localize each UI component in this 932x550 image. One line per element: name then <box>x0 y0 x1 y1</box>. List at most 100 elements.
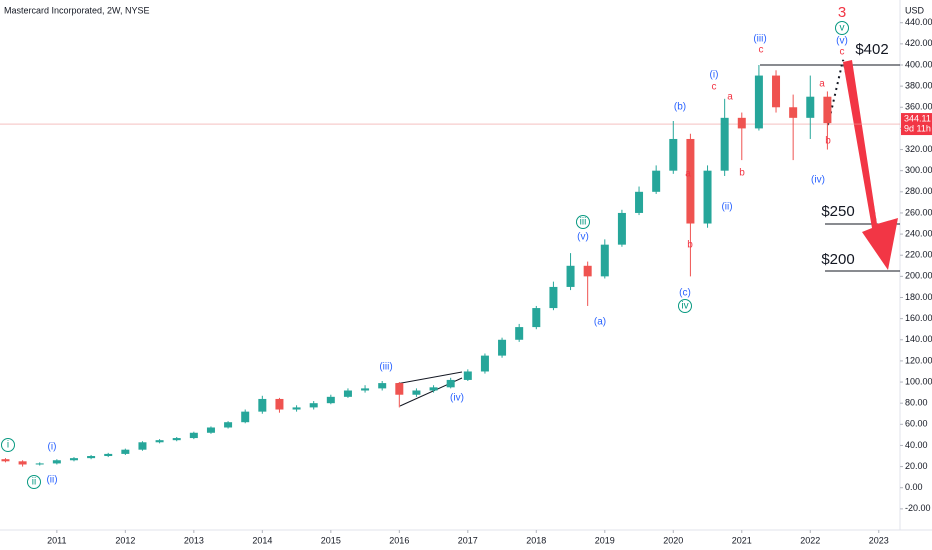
candle-body <box>480 355 489 372</box>
candle-body <box>754 75 763 129</box>
y-tick-label: 240.00 <box>905 228 932 238</box>
candle-body <box>172 438 181 441</box>
candle-body <box>703 170 712 224</box>
candle-body <box>224 422 233 428</box>
candle-body <box>412 390 421 395</box>
candle-body <box>463 371 472 380</box>
candle-body <box>772 75 781 108</box>
candle-body <box>155 440 164 443</box>
candle-body <box>292 407 301 410</box>
y-tick-label: 440.00 <box>905 17 932 27</box>
y-tick-label: 0.00 <box>905 482 923 492</box>
wave-label: c <box>840 47 845 58</box>
wave-label: $200 <box>821 251 854 268</box>
candle-body <box>669 138 678 171</box>
wave-label: b <box>825 136 831 147</box>
candle-body <box>737 117 746 129</box>
wave-label: ii <box>32 477 36 488</box>
candle-body <box>35 463 44 465</box>
candle-body <box>52 460 61 464</box>
y-tick-label: 300.00 <box>905 165 932 175</box>
candle-body <box>395 383 404 395</box>
y-tick-label: 180.00 <box>905 292 932 302</box>
y-tick-label: 200.00 <box>905 271 932 281</box>
candle-body <box>446 379 455 388</box>
candle-body <box>600 244 609 277</box>
y-tick-label: 60.00 <box>905 419 928 429</box>
wave-label: b <box>739 168 745 179</box>
wave-label: a <box>727 92 733 103</box>
candle-body <box>635 191 644 213</box>
wave-label: a <box>819 79 825 90</box>
y-tick-label: 160.00 <box>905 313 932 323</box>
candle-body <box>361 388 370 391</box>
y-tick-label: 420.00 <box>905 38 932 48</box>
wave-label: c <box>759 45 764 56</box>
wave-label: iii <box>580 217 587 228</box>
candle-body <box>206 427 215 433</box>
candle-body <box>720 117 729 171</box>
y-tick-label: 400.00 <box>905 59 932 69</box>
x-tick-label: 2015 <box>321 535 341 545</box>
wave-circle <box>678 299 692 313</box>
x-tick-label: 2023 <box>869 535 889 545</box>
last-price-box <box>901 113 932 136</box>
wave-label: iv <box>681 301 688 312</box>
candle-body <box>823 96 832 124</box>
candle-body <box>87 456 96 459</box>
candle-body <box>378 383 387 389</box>
x-tick-label: 2011 <box>47 535 66 545</box>
y-tick-label: 260.00 <box>905 207 932 217</box>
x-tick-label: 2019 <box>595 535 615 545</box>
x-tick-label: 2022 <box>800 535 820 545</box>
x-tick-label: 2021 <box>732 535 752 545</box>
y-tick-label: 40.00 <box>905 440 928 450</box>
wave-label: 3 <box>838 4 846 21</box>
y-tick-label: 100.00 <box>905 376 932 386</box>
wave-label: v <box>840 23 845 34</box>
x-tick-label: 2016 <box>389 535 409 545</box>
candle-body <box>429 387 438 391</box>
wave-label: (ii) <box>721 202 732 213</box>
x-tick-label: 2014 <box>252 535 272 545</box>
candle-body <box>583 265 592 277</box>
wave-label: (i) <box>710 70 719 81</box>
wave-circle <box>1 438 15 452</box>
x-tick-label: 2012 <box>115 535 135 545</box>
y-tick-label: 80.00 <box>905 398 928 408</box>
y-tick-label: 320.00 <box>905 144 932 154</box>
candle-body <box>275 398 284 410</box>
candle-body <box>652 170 661 192</box>
y-tick-label: 140.00 <box>905 334 932 344</box>
wave-label: (ii) <box>46 475 57 486</box>
y-tick-label: -20.00 <box>905 503 931 513</box>
y-tick-label: 20.00 <box>905 461 928 471</box>
candle-body <box>617 212 626 245</box>
wave-label: $250 <box>821 203 854 220</box>
candle-body <box>343 390 352 397</box>
candle-body <box>515 327 524 340</box>
wave-label: (iv) <box>811 175 825 186</box>
wave-label: (b) <box>674 102 686 113</box>
candle-body <box>258 398 267 412</box>
wave-label: c <box>712 82 717 93</box>
wave-circle <box>27 475 41 489</box>
wave-label: a <box>685 169 691 180</box>
candle-body <box>138 442 147 450</box>
candle-body <box>121 449 130 454</box>
candle-body <box>18 461 27 465</box>
y-tick-label: 120.00 <box>905 355 932 365</box>
wave-label: i <box>7 440 9 451</box>
wave-circle <box>576 215 590 229</box>
wave-label: b <box>687 240 693 251</box>
candle-body <box>498 339 507 356</box>
wave-label: (iv) <box>450 393 464 404</box>
wave-label: (iii) <box>753 34 766 45</box>
currency: USD <box>905 5 925 15</box>
wave-label: (iii) <box>379 362 392 373</box>
candle-body <box>789 107 798 118</box>
candle-body <box>69 458 78 461</box>
y-tick-label: 380.00 <box>905 81 932 91</box>
candle-body <box>1 459 10 462</box>
x-tick-label: 2017 <box>458 535 478 545</box>
